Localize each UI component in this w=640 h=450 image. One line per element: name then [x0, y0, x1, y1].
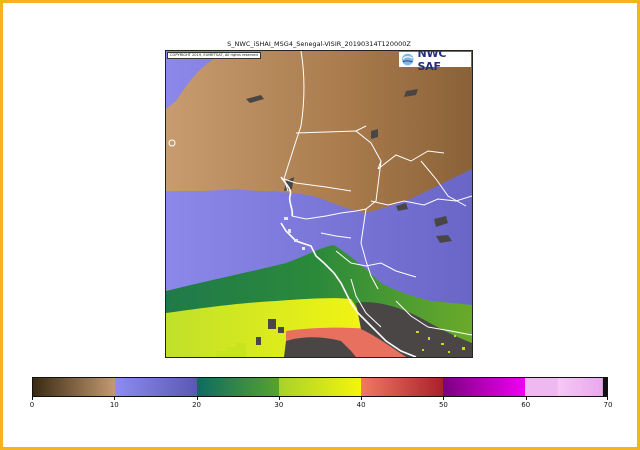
coastal-details: [284, 217, 305, 250]
colorbar-segment: [115, 378, 198, 396]
yellow-speckles: [416, 331, 465, 353]
colorbar-gradient: [33, 378, 607, 396]
colorbar-segment: [279, 378, 362, 396]
colorbar-segment: [197, 378, 280, 396]
nwcsaf-logo: NWC SAF: [399, 51, 471, 73]
colorbar-tick-label: 70: [603, 401, 613, 409]
colorbar-tick: [278, 397, 280, 400]
colorbar-tick: [114, 397, 116, 400]
colorbar-tick: [525, 397, 527, 400]
colorbar-segment: [602, 378, 607, 396]
colorbar-tick-label: 60: [521, 401, 531, 409]
map-title: S_NWC_iSHAI_MSG4_Senegal-VISIR_20190314T…: [227, 40, 411, 48]
colorbar-tick: [607, 397, 608, 400]
colorbar-segment: [361, 378, 444, 396]
nwcsaf-globe-icon: [401, 53, 414, 66]
colorbar-tick: [196, 397, 198, 400]
colorbar-tick: [32, 397, 33, 400]
island-outline: [168, 139, 176, 147]
yellow-step-edge: [216, 343, 246, 357]
satellite-map: COPYRIGHT 2019, EUMETSAT, All rights res…: [165, 50, 473, 358]
colorbar-tick-label: 30: [274, 401, 284, 409]
colorbar-tick: [443, 397, 445, 400]
colorbar-segment: [33, 378, 116, 396]
coastline: [280, 176, 417, 357]
colorbar-tick-label: 50: [438, 401, 448, 409]
colorbar-tick-label: 40: [356, 401, 366, 409]
colorbar-segment: [557, 378, 604, 396]
colorbar: [32, 377, 608, 397]
map-image: [166, 51, 472, 357]
colorbar-tick-label: 0: [29, 401, 35, 409]
nwcsaf-logo-text: NWC SAF: [417, 50, 447, 73]
colorbar-tick-label: 10: [109, 401, 119, 409]
copyright-notice: COPYRIGHT 2019, EUMETSAT, All rights res…: [167, 52, 261, 59]
colorbar-tick-label: 20: [192, 401, 202, 409]
colorbar-segment: [443, 378, 526, 396]
colorbar-segment: [525, 378, 559, 396]
colorbar-tick: [361, 397, 363, 400]
colorbar-ticks: 0 10 20 30 40 50 60 70: [29, 397, 612, 413]
country-borders: [283, 51, 472, 336]
